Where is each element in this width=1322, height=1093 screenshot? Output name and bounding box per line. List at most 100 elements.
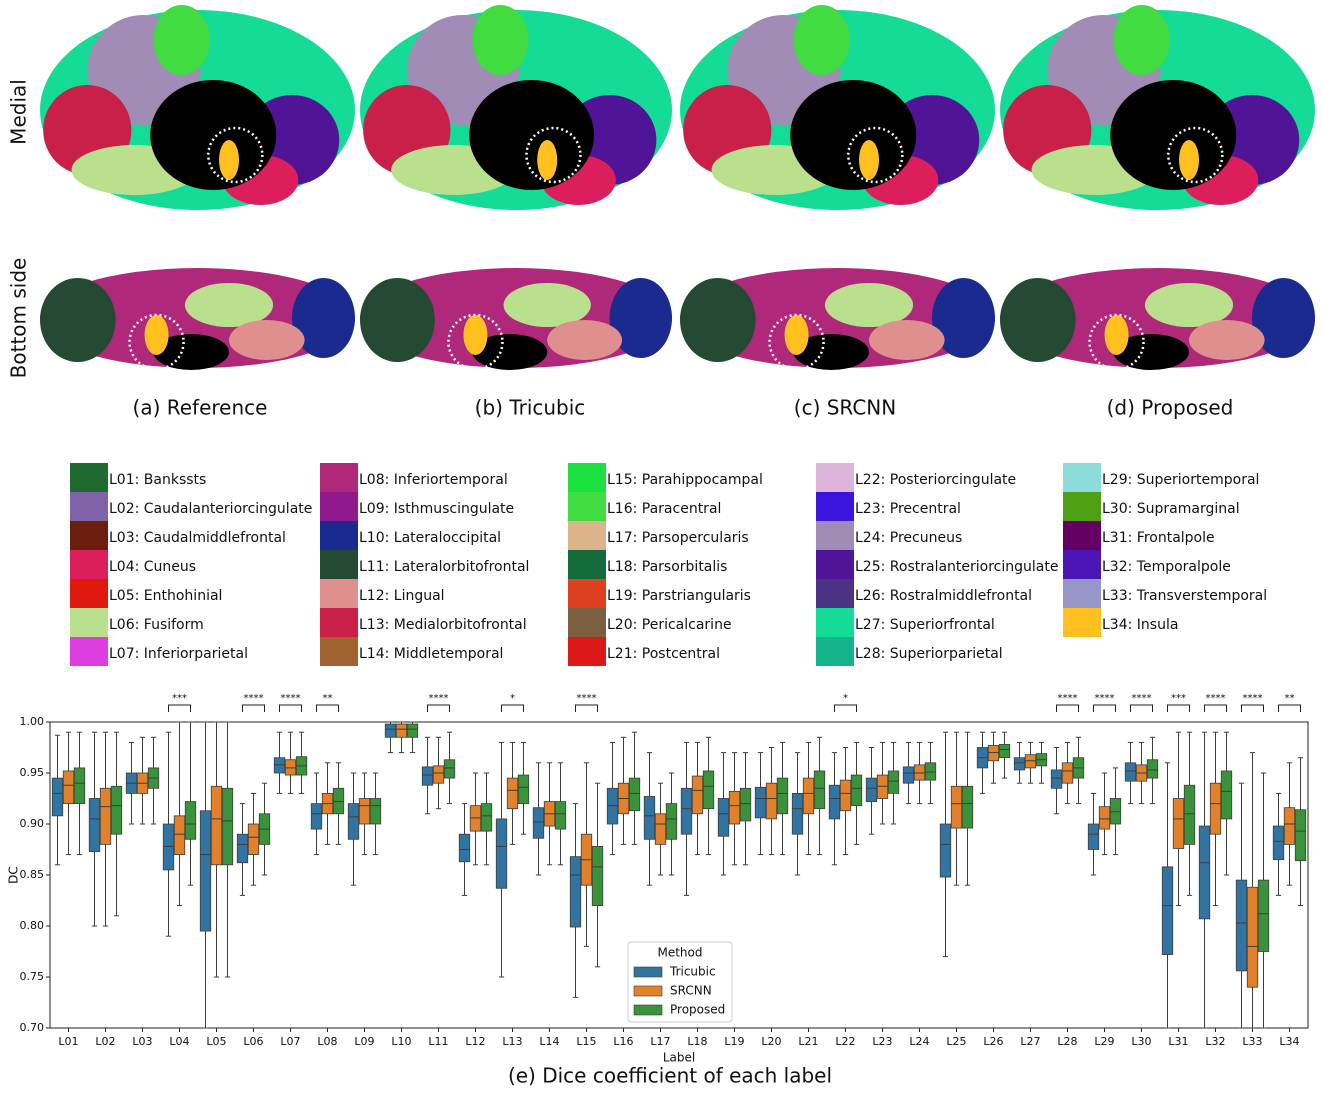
box <box>829 785 840 819</box>
box <box>940 824 951 877</box>
row-label: Bottom side <box>7 258 31 379</box>
box <box>866 778 877 801</box>
legend-swatch <box>816 550 854 579</box>
box <box>211 786 222 865</box>
brain-region <box>1000 278 1076 362</box>
brain-region <box>537 140 557 180</box>
x-tick-label: L08 <box>317 1035 337 1048</box>
legend-label: L31: Frontalpole <box>1102 530 1215 546</box>
brain-region <box>859 140 879 180</box>
legend-label: L06: Fusiform <box>109 617 204 633</box>
panel-caption: (d) Proposed <box>1107 396 1234 420</box>
box <box>1173 799 1184 849</box>
box <box>348 804 359 840</box>
box <box>607 788 618 824</box>
legend-swatch <box>568 579 606 608</box>
box <box>840 780 851 811</box>
box <box>1162 867 1173 955</box>
legend-swatch <box>70 579 108 608</box>
box <box>644 796 655 839</box>
figure: Medial Bottom side (a) Reference (b) Tri… <box>0 0 1322 1089</box>
significance-label: **** <box>244 693 264 704</box>
box <box>163 824 174 870</box>
box <box>407 724 418 737</box>
x-tick-label: L01 <box>58 1035 78 1048</box>
x-tick-label: L22 <box>835 1035 855 1048</box>
box <box>851 775 862 806</box>
legend-swatch <box>320 492 358 521</box>
x-tick-label: L29 <box>1094 1035 1114 1048</box>
box <box>718 799 729 837</box>
legend-swatch <box>568 608 606 637</box>
x-axis-label: Label <box>663 1051 695 1065</box>
box <box>951 786 962 828</box>
box <box>914 765 925 780</box>
box <box>507 778 518 809</box>
legend-label: L21: Postcentral <box>607 646 720 662</box>
x-tick-label: L20 <box>761 1035 781 1048</box>
box <box>1221 771 1232 819</box>
box <box>1110 799 1121 825</box>
corpus <box>469 80 594 190</box>
x-tick-label: L03 <box>132 1035 152 1048</box>
x-tick-label: L02 <box>95 1035 115 1048</box>
row-label: Medial <box>7 79 31 145</box>
box <box>655 814 666 845</box>
legend-swatch <box>568 521 606 550</box>
legend-swatch <box>320 579 358 608</box>
box <box>666 804 677 840</box>
box <box>755 787 766 818</box>
legend-swatch <box>1063 492 1101 521</box>
y-tick-label: 0.90 <box>20 817 45 830</box>
panel-caption: (a) Reference <box>133 396 268 420</box>
legend-swatch <box>568 637 606 666</box>
x-tick-label: L30 <box>1131 1035 1151 1048</box>
box <box>459 834 470 862</box>
x-tick-label: L09 <box>354 1035 374 1048</box>
legend-label: L02: Caudalanteriorcingulate <box>109 501 312 517</box>
legend-label: L24: Precuneus <box>855 530 962 546</box>
box <box>1295 810 1306 861</box>
box <box>1184 785 1195 844</box>
legend-label: L11: Lateralorbitofrontal <box>359 559 529 575</box>
legend-label: L22: Posteriorcingulate <box>855 472 1016 488</box>
box <box>999 744 1010 757</box>
legend-label: L28: Superiorparietal <box>855 646 1003 662</box>
y-axis-label: DC <box>7 866 21 884</box>
y-tick-label: 0.75 <box>20 970 45 983</box>
x-tick-label: L33 <box>1242 1035 1262 1048</box>
box <box>903 767 914 783</box>
corpus <box>790 80 916 190</box>
legend-swatch <box>70 550 108 579</box>
x-tick-label: L10 <box>391 1035 411 1048</box>
x-tick-label: L27 <box>1020 1035 1040 1048</box>
significance-label: ** <box>323 693 333 704</box>
box <box>803 778 814 814</box>
x-tick-label: L31 <box>1168 1035 1188 1048</box>
box <box>333 788 344 814</box>
significance-label: **** <box>1243 693 1263 704</box>
box <box>74 768 85 804</box>
legend-swatch <box>320 550 358 579</box>
x-tick-label: L12 <box>465 1035 485 1048</box>
legend-label: L13: Medialorbitofrontal <box>359 617 527 633</box>
box <box>248 824 259 855</box>
box <box>692 776 703 814</box>
box <box>533 808 544 839</box>
legend-swatch <box>634 967 662 977</box>
box <box>185 802 196 840</box>
legend-label: L15: Parahippocampal <box>607 472 763 488</box>
legend-swatch <box>568 492 606 521</box>
legend-label: L33: Transverstemporal <box>1102 588 1267 604</box>
x-tick-label: L06 <box>243 1035 263 1048</box>
x-tick-label: L26 <box>983 1035 1003 1048</box>
legend-swatch <box>70 637 108 666</box>
legend-label: L20: Pericalcarine <box>607 617 732 633</box>
legend-label: L16: Paracentral <box>607 501 721 517</box>
y-tick-label: 0.80 <box>20 919 45 932</box>
x-tick-label: L21 <box>798 1035 818 1048</box>
box <box>370 799 381 825</box>
box <box>396 724 407 737</box>
legend-swatch <box>568 463 606 492</box>
significance-label: **** <box>429 693 449 704</box>
